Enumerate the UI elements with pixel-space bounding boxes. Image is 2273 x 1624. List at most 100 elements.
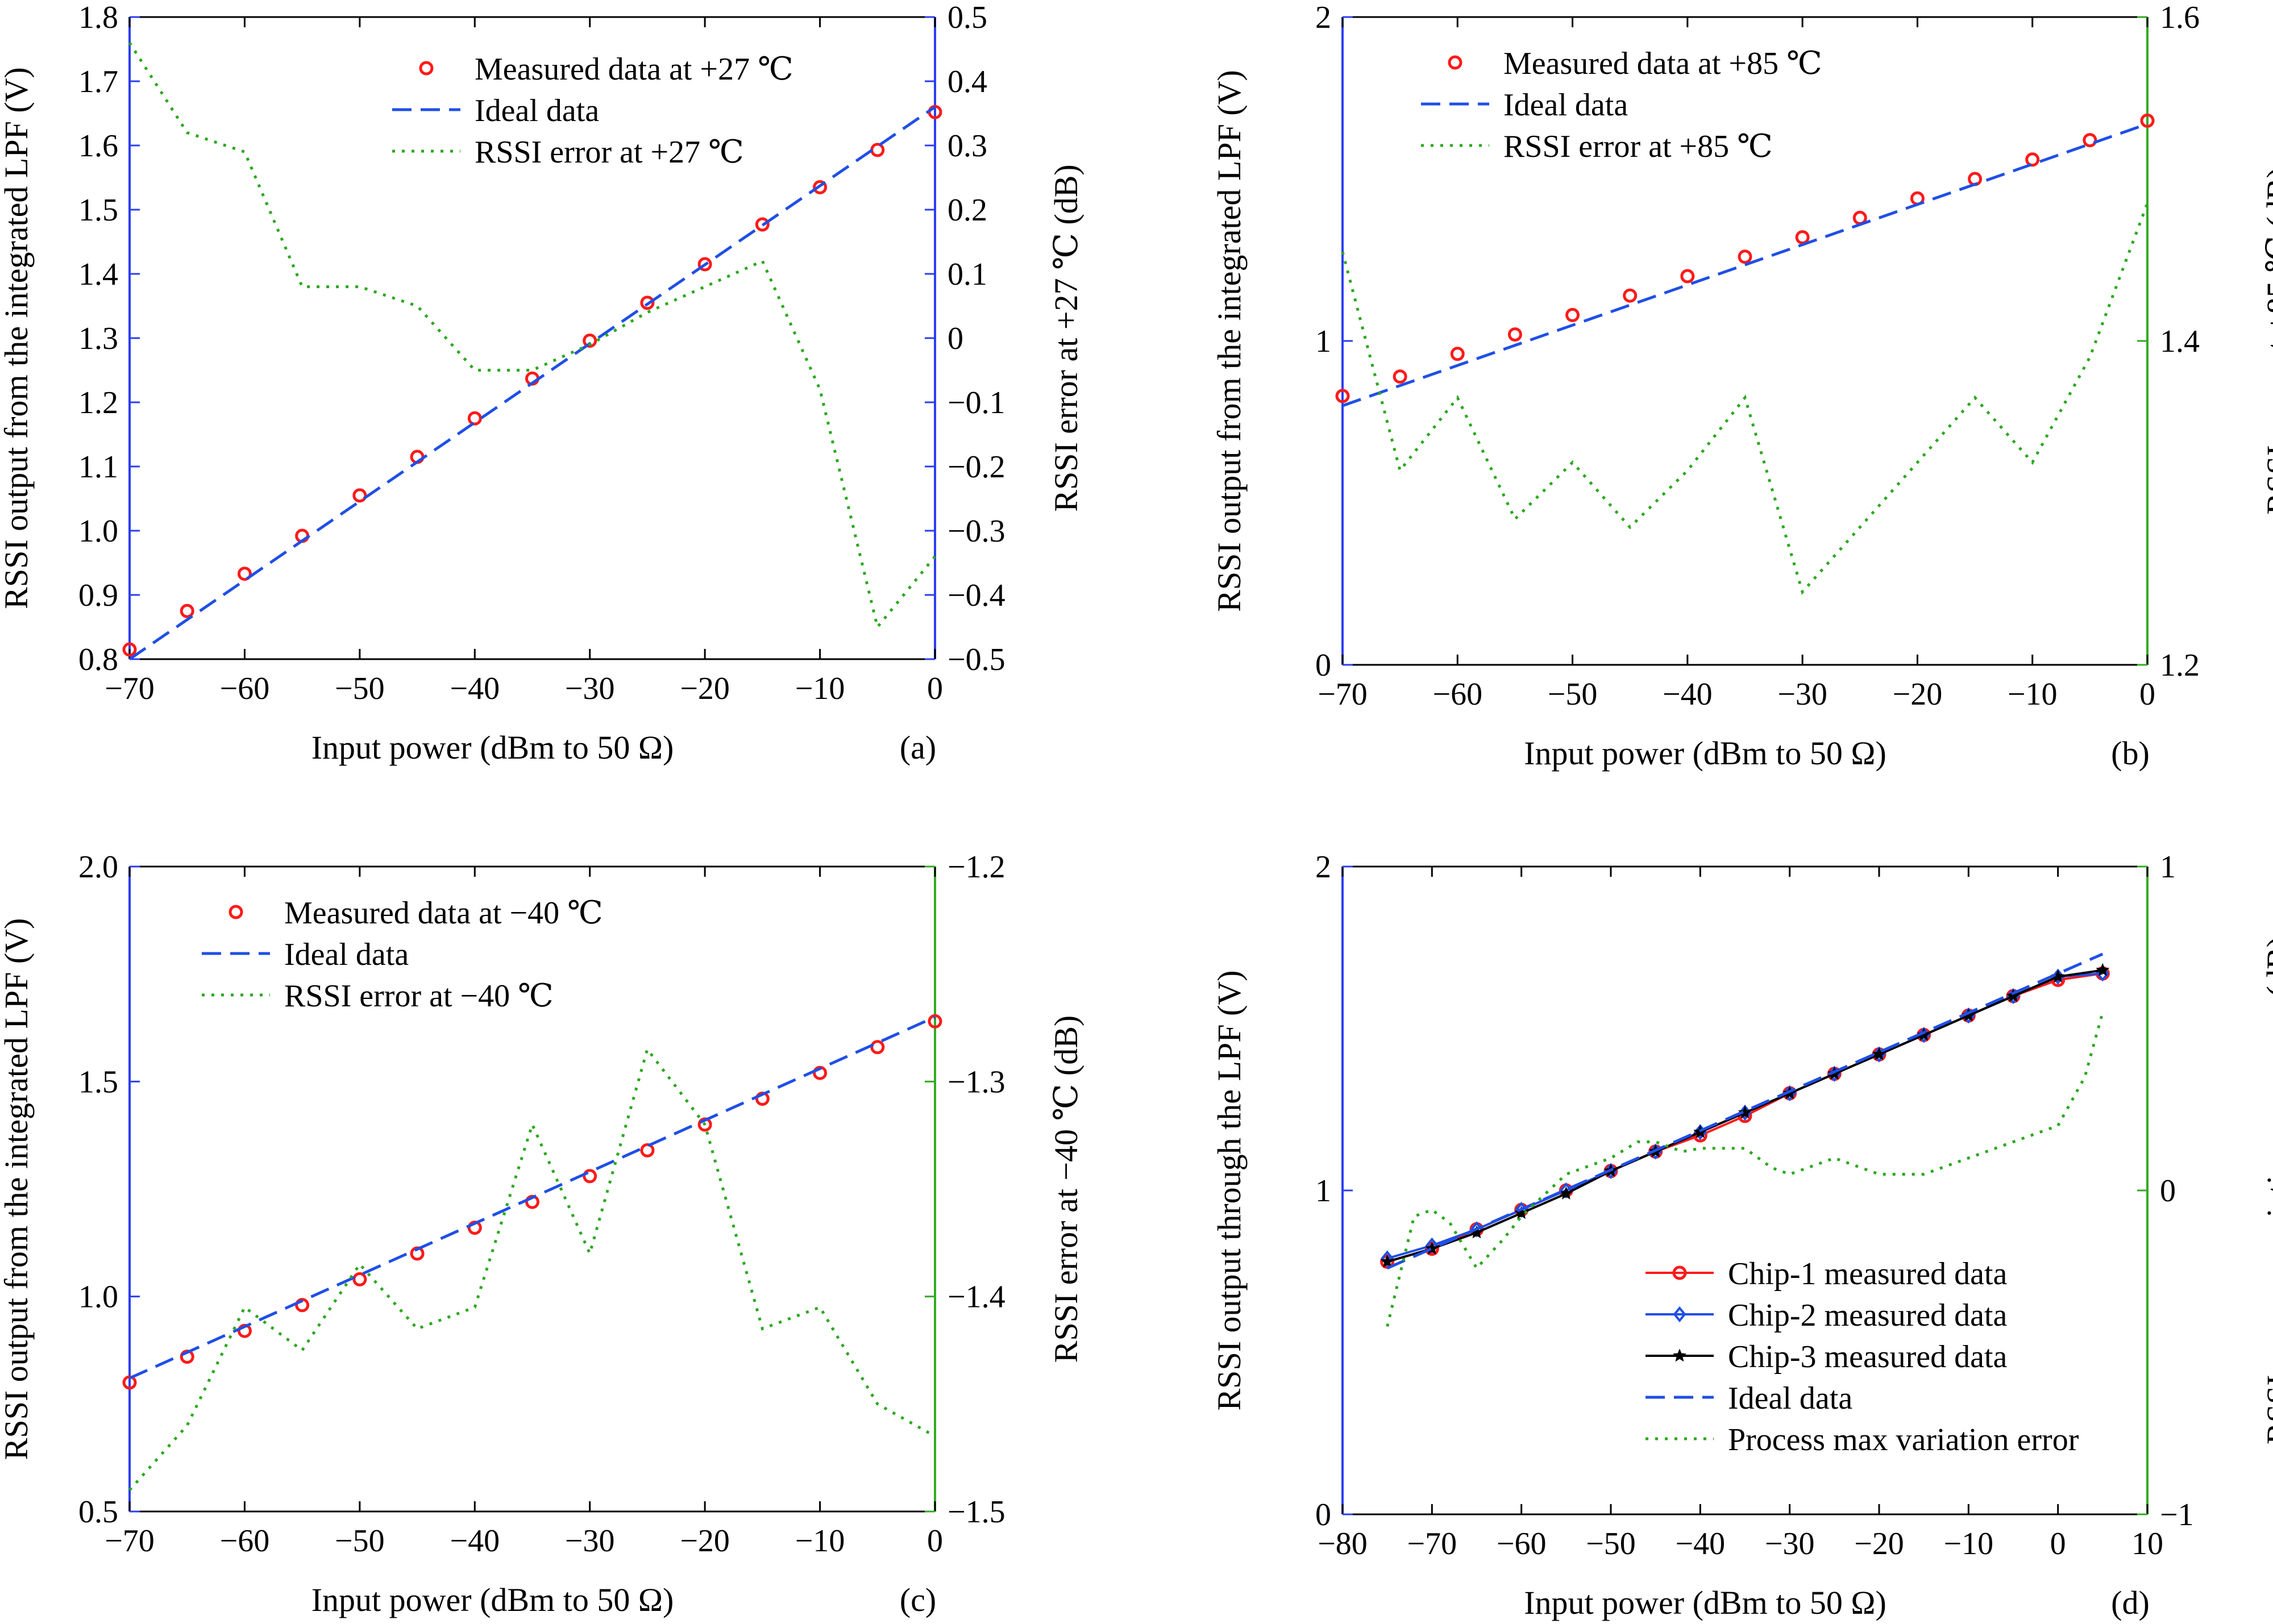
y-tick-label: 1.3 bbox=[78, 321, 118, 356]
y-tick-label: 0.5 bbox=[78, 1494, 118, 1530]
data-point bbox=[122, 642, 137, 657]
y-axis-title: RSSI output from the integrated LPF (V) bbox=[1211, 70, 1248, 612]
series-2 bbox=[128, 106, 936, 661]
x-tick-label: −10 bbox=[2008, 677, 2058, 712]
x-tick-label: −30 bbox=[1777, 677, 1827, 712]
y2-tick-label: 0 bbox=[948, 321, 963, 356]
data-point bbox=[583, 334, 597, 348]
y-tick-label: 1 bbox=[1315, 324, 1331, 359]
x-axis-title: Input power (dBm to 50 Ω) bbox=[311, 729, 674, 766]
y-tick-label: 1 bbox=[1315, 1173, 1331, 1209]
panel-c: −70 −60 −50 −40 −30 −20 −10 0 0.5 1.0 1.5 2.0 −1.5 −1… bbox=[0, 850, 1084, 1618]
y2-tick-label: −1 bbox=[2160, 1497, 2194, 1533]
y-axis-title: RSSI output from the integrated LPF (V) bbox=[0, 67, 35, 609]
data-point bbox=[237, 567, 252, 581]
legend-label: Measured data at −40 ℃ bbox=[284, 896, 603, 931]
y-tick-label: 2 bbox=[1315, 850, 1331, 885]
x-tick-label: 0 bbox=[2139, 677, 2155, 712]
y-axis-title: RSSI output through the LPF (V) bbox=[1211, 971, 1248, 1411]
y2-tick-label: 1.6 bbox=[2160, 0, 2200, 35]
legend-label: Ideal data bbox=[1503, 88, 1628, 123]
legend-marker bbox=[228, 905, 243, 919]
legend: Measured data at −40 ℃ Ideal data RSSI err… bbox=[202, 896, 603, 1014]
data-point bbox=[2006, 989, 2020, 1002]
panel-label: (d) bbox=[2111, 1584, 2150, 1621]
y-tick-label: 0 bbox=[1315, 648, 1331, 683]
y2-tick-label: 0 bbox=[2160, 1173, 2176, 1209]
x-tick-label: −40 bbox=[450, 671, 500, 706]
x-tick-label: −50 bbox=[1548, 677, 1598, 712]
x-tick-label: −60 bbox=[220, 671, 270, 706]
data-point bbox=[2083, 133, 2097, 148]
y2-tick-label: 1.4 bbox=[2160, 324, 2200, 359]
data-point bbox=[352, 488, 367, 503]
y-tick-label: 0.9 bbox=[78, 578, 118, 613]
x-tick-label: −30 bbox=[565, 1523, 615, 1559]
x-axis-title: Input power (dBm to 50 Ω) bbox=[311, 1581, 674, 1618]
y-tick-label: 1.0 bbox=[78, 1280, 118, 1315]
x-tick-label: −70 bbox=[105, 671, 155, 706]
y2-tick-label: −1.5 bbox=[948, 1494, 1005, 1530]
data-point bbox=[697, 257, 712, 272]
x-tick-label: −40 bbox=[450, 1523, 500, 1559]
panel-a: −70 −60 −50 −40 −30 −20 −10 0 0.8 0.9 1.0 1.1 1.2 1.3… bbox=[0, 0, 1084, 766]
legend-label: Chip-3 measured data bbox=[1728, 1339, 2008, 1375]
legend-label: Chip-1 measured data bbox=[1728, 1256, 2008, 1292]
y2-tick-label: 0.5 bbox=[948, 0, 987, 35]
legend-label: Ideal data bbox=[1728, 1381, 1852, 1416]
legend: Measured data at +85 ℃ Ideal data RSSI err… bbox=[1421, 46, 1822, 164]
y-tick-label: 1.1 bbox=[78, 449, 118, 485]
legend-label: Process max variation error bbox=[1728, 1422, 2079, 1458]
legend-label: Ideal data bbox=[284, 937, 409, 972]
x-tick-label: 0 bbox=[927, 1523, 943, 1559]
legend-label: Ideal data bbox=[475, 93, 599, 128]
x-axis-title: Input power (dBm to 50 Ω) bbox=[1524, 735, 1886, 772]
y2-tick-label: 0.1 bbox=[948, 257, 987, 292]
data-point bbox=[1393, 369, 1407, 384]
data-point bbox=[467, 411, 482, 426]
x-tick-label: −50 bbox=[335, 1523, 385, 1559]
legend-marker bbox=[1672, 1265, 1687, 1280]
y2-axis-title: RSSI error at +27 ℃ (dB) bbox=[1048, 164, 1084, 511]
data-point bbox=[1565, 307, 1580, 322]
y2-axis-title: RSSI error at −40 ℃ (dB) bbox=[1048, 1015, 1084, 1363]
legend-marker bbox=[419, 61, 434, 76]
panel-b: −70 −60 −50 −40 −30 −20 −10 0 0 1 2 1.2 1.4 1.6 Input … bbox=[1211, 0, 2273, 772]
legend-label: Measured data at +27 ℃ bbox=[475, 52, 793, 87]
y-tick-label: 1.6 bbox=[78, 128, 118, 164]
x-tick-label: −10 bbox=[795, 671, 845, 706]
y-tick-label: 1.0 bbox=[78, 514, 118, 549]
x-tick-label: −80 bbox=[1318, 1526, 1368, 1561]
y-tick-label: 1.5 bbox=[78, 1064, 118, 1100]
data-point bbox=[928, 1014, 942, 1028]
y2-tick-label: 0.2 bbox=[948, 193, 987, 228]
x-tick-label: −60 bbox=[1432, 677, 1482, 712]
y-tick-label: 0.8 bbox=[78, 642, 118, 677]
data-point bbox=[1507, 327, 1522, 342]
data-point bbox=[1425, 1241, 1439, 1255]
x-tick-label: −10 bbox=[1944, 1526, 1994, 1561]
y2-tick-label: −1.4 bbox=[948, 1280, 1005, 1315]
series-2 bbox=[128, 1015, 936, 1380]
data-point bbox=[1795, 230, 1810, 245]
y-tick-label: 1.2 bbox=[78, 385, 118, 420]
series-3 bbox=[128, 1046, 936, 1491]
series-3 bbox=[1341, 202, 2149, 595]
data-point bbox=[1738, 249, 1752, 264]
y-tick-label: 2.0 bbox=[78, 850, 118, 885]
x-tick-label: 0 bbox=[927, 671, 943, 706]
data-point bbox=[1738, 1105, 1752, 1119]
x-tick-label: −70 bbox=[1407, 1526, 1457, 1561]
y2-tick-label: 1.2 bbox=[2160, 648, 2200, 683]
data-point bbox=[640, 295, 655, 310]
panel-label: (a) bbox=[900, 729, 936, 766]
panel-label: (c) bbox=[900, 1581, 936, 1618]
x-tick-label: −30 bbox=[1765, 1526, 1815, 1561]
y-tick-label: 1.8 bbox=[78, 0, 118, 35]
data-point bbox=[2096, 963, 2110, 976]
x-tick-label: −40 bbox=[1676, 1526, 1726, 1561]
x-tick-label: −40 bbox=[1663, 677, 1713, 712]
panel-d: −80 −70 −60 −50 −40 −30 −20 −10 0 10012−101Input … bbox=[1211, 850, 2273, 1621]
x-tick-label: 10 bbox=[2131, 1526, 2163, 1561]
